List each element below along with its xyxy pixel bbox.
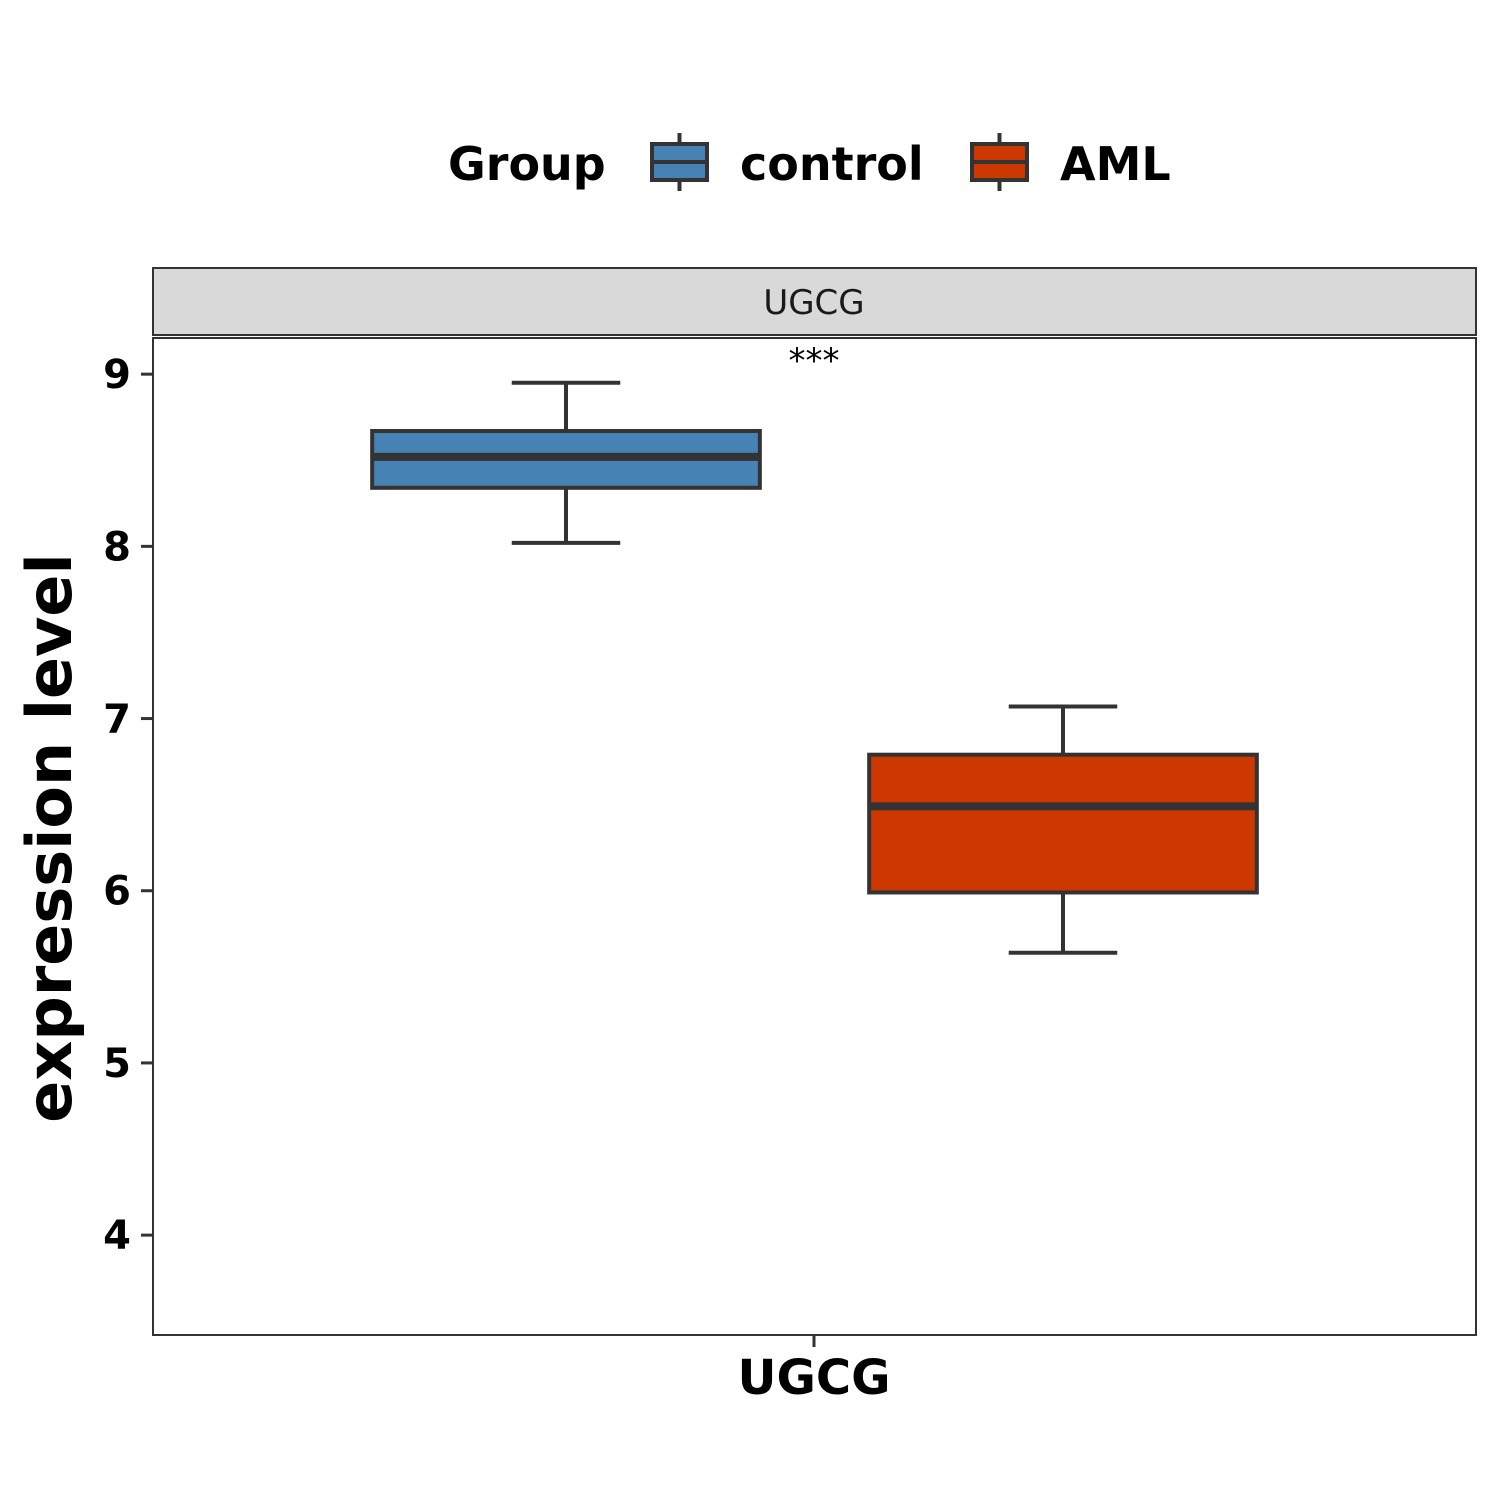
y-tick-label: 9 [103,352,131,398]
legend-entries: control AML [650,133,1171,191]
facet-strip-background [152,267,1477,336]
box-iqr [867,752,1259,895]
facet-strip-label: UGCG [763,283,864,323]
legend-title: Group [448,137,606,191]
boxes [370,380,1259,955]
significance-label: *** [789,341,840,381]
legend-label: AML [1060,137,1171,191]
y-axis-title: expression level [13,553,86,1122]
y-tick-label: 6 [103,869,131,915]
facet-strip: UGCG [152,267,1477,336]
legend: Group control AML [448,133,1171,191]
x-axis: UGCG [738,1335,891,1406]
legend-entry-control: control [650,133,924,191]
y-tick-label: 4 [103,1213,131,1259]
y-axis: 4 5 6 7 8 9 [103,352,153,1259]
box-control [370,380,762,545]
y-tick-label: 7 [103,697,131,743]
box-aml [867,704,1259,955]
x-tick-label: UGCG [738,1350,891,1406]
legend-label: control [740,137,924,191]
y-tick-label: 8 [103,524,131,570]
plot-panel [152,337,1477,1336]
legend-entry-aml: AML [970,133,1171,191]
y-tick-label: 5 [103,1041,131,1087]
